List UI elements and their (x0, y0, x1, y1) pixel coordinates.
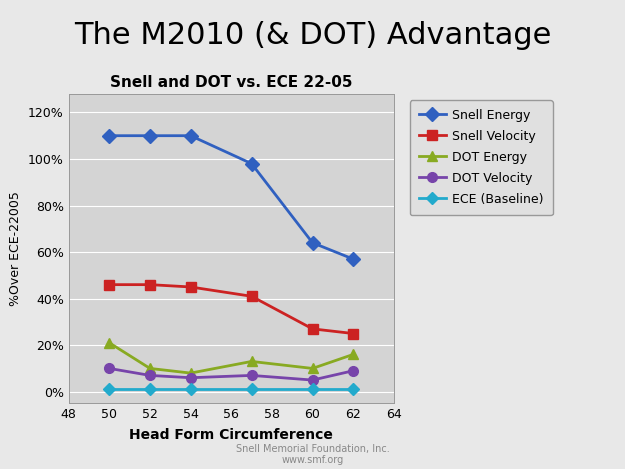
Snell Energy (349, 256, 357, 262)
Snell Energy (248, 161, 256, 166)
ECE (Baseline) (309, 386, 316, 392)
Title: Snell and DOT vs. ECE 22-05: Snell and DOT vs. ECE 22-05 (110, 75, 352, 90)
Snell Energy (187, 133, 194, 138)
DOT Velocity (187, 375, 194, 380)
DOT Energy (106, 340, 113, 346)
DOT Energy (309, 366, 316, 371)
Snell Energy (106, 133, 113, 138)
Legend: Snell Energy, Snell Velocity, DOT Energy, DOT Velocity, ECE (Baseline): Snell Energy, Snell Velocity, DOT Energy… (410, 100, 552, 215)
ECE (Baseline) (349, 386, 357, 392)
Snell Velocity (146, 282, 154, 287)
Text: The M2010 (& DOT) Advantage: The M2010 (& DOT) Advantage (74, 21, 551, 50)
ECE (Baseline) (187, 386, 194, 392)
Snell Velocity (349, 331, 357, 336)
Line: DOT Velocity: DOT Velocity (104, 363, 358, 385)
DOT Velocity (309, 377, 316, 383)
ECE (Baseline) (248, 386, 256, 392)
Line: Snell Velocity: Snell Velocity (104, 280, 358, 338)
DOT Velocity (106, 366, 113, 371)
Snell Velocity (309, 326, 316, 332)
Snell Energy (146, 133, 154, 138)
Snell Energy (309, 240, 316, 246)
DOT Energy (187, 370, 194, 376)
DOT Energy (349, 352, 357, 357)
DOT Velocity (248, 372, 256, 378)
Snell Velocity (106, 282, 113, 287)
Line: DOT Energy: DOT Energy (104, 338, 358, 378)
DOT Velocity (146, 372, 154, 378)
Y-axis label: %Over ECE-22005: %Over ECE-22005 (9, 191, 22, 306)
Text: www.smf.org: www.smf.org (281, 455, 344, 465)
Snell Velocity (248, 294, 256, 299)
DOT Velocity (349, 368, 357, 374)
X-axis label: Head Form Circumference: Head Form Circumference (129, 428, 333, 442)
Snell Velocity (187, 284, 194, 290)
ECE (Baseline) (106, 386, 113, 392)
DOT Energy (146, 366, 154, 371)
ECE (Baseline) (146, 386, 154, 392)
Line: ECE (Baseline): ECE (Baseline) (105, 385, 357, 393)
DOT Energy (248, 359, 256, 364)
Line: Snell Energy: Snell Energy (104, 131, 358, 264)
Text: Snell Memorial Foundation, Inc.: Snell Memorial Foundation, Inc. (236, 444, 389, 454)
